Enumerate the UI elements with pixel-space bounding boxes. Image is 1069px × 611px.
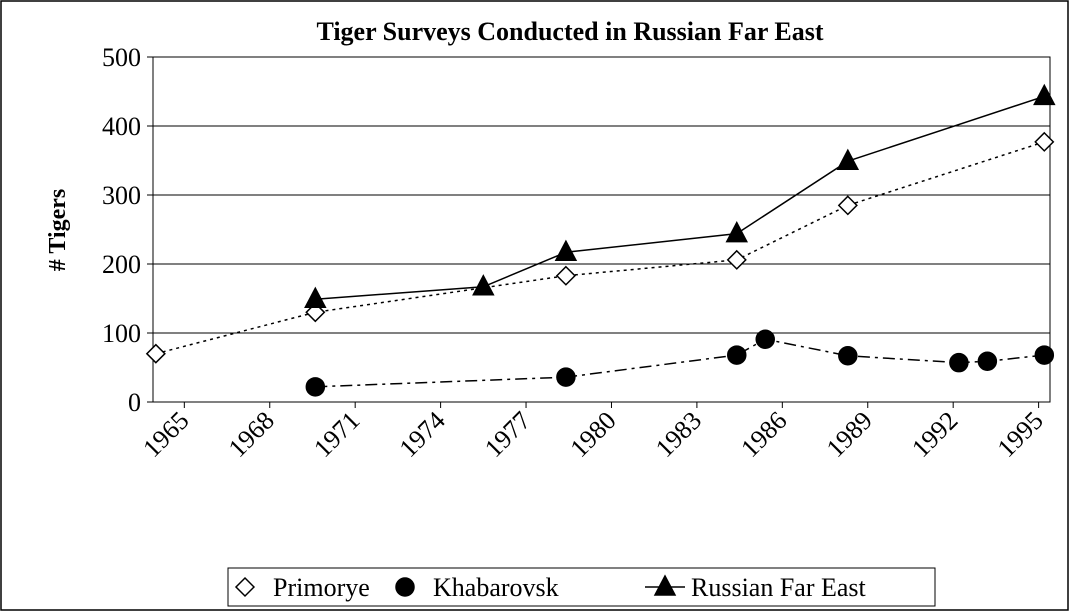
point [837, 195, 858, 216]
point [977, 351, 998, 372]
point [836, 148, 860, 170]
y-tick-label: 400 [102, 112, 141, 141]
legend-label: Primorye [273, 573, 370, 602]
y-tick-label: 200 [102, 250, 141, 279]
legend-label: Khabarovsk [433, 573, 559, 602]
legend-marker [653, 574, 677, 596]
point [472, 274, 495, 296]
chart-title: Tiger Surveys Conducted in Russian Far E… [316, 17, 823, 46]
point [726, 249, 747, 270]
point [725, 221, 749, 243]
point [1034, 345, 1055, 365]
point [304, 286, 327, 308]
series-line [315, 95, 1045, 300]
point [1034, 131, 1055, 152]
y-tick-label: 0 [128, 388, 141, 417]
series-line [315, 338, 1045, 388]
point [755, 329, 775, 349]
point [838, 346, 858, 366]
point [305, 377, 326, 397]
y-axis-label: # Tigers [45, 189, 71, 271]
legend-label: Russian Far East [691, 573, 867, 602]
legend-marker [395, 577, 415, 597]
point [556, 367, 576, 387]
legend-box [227, 567, 936, 607]
legend-marker [234, 576, 256, 598]
y-tick-label: 500 [102, 43, 141, 72]
y-tick-label: 300 [102, 181, 141, 210]
point [145, 343, 166, 364]
point [949, 352, 969, 373]
point [727, 345, 747, 365]
point [555, 265, 576, 286]
y-tick-label: 100 [102, 319, 141, 348]
point [1033, 83, 1056, 106]
point [554, 239, 578, 262]
legend: Primorye Khabarovsk Russian Far East [227, 567, 936, 607]
